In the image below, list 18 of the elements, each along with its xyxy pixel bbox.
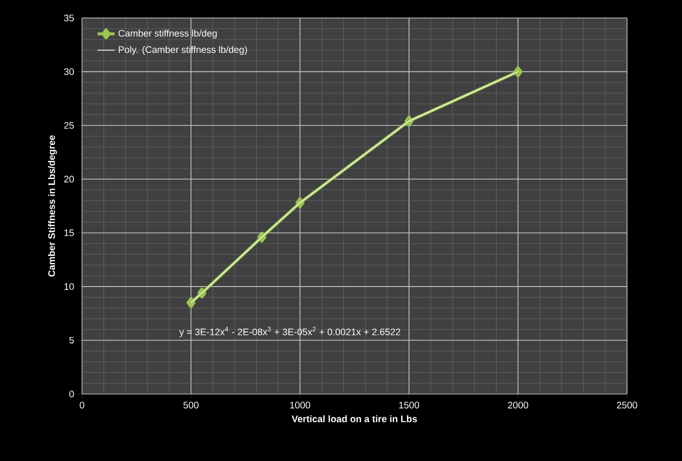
legend-label: Camber stiffness lb/deg — [118, 30, 217, 39]
y-tick-label: 15 — [64, 230, 74, 236]
x-tick-label: 0 — [80, 402, 84, 408]
legend-label: Poly. (Camber stiffness lb/deg) — [118, 46, 247, 55]
y-tick-label: 10 — [64, 283, 74, 290]
y-tick-label: 5 — [69, 336, 74, 344]
y-axis-title: Camber Stiffness in Lbs/degree — [48, 135, 57, 277]
x-tick-label: 1500 — [399, 402, 420, 408]
y-tick-label: 30 — [64, 68, 74, 76]
y-tick-label: 0 — [69, 390, 74, 398]
x-tick-label: 2000 — [508, 402, 528, 408]
x-tick-label: 500 — [183, 402, 199, 408]
x-tick-label: 1000 — [290, 402, 310, 408]
x-axis-title: Vertical load on a tire in Lbs — [292, 415, 417, 422]
y-tick-label: 35 — [64, 14, 74, 22]
x-tick-label: 2500 — [616, 402, 638, 408]
y-tick-label: 20 — [64, 176, 74, 182]
y-tick-label: 25 — [64, 122, 74, 129]
